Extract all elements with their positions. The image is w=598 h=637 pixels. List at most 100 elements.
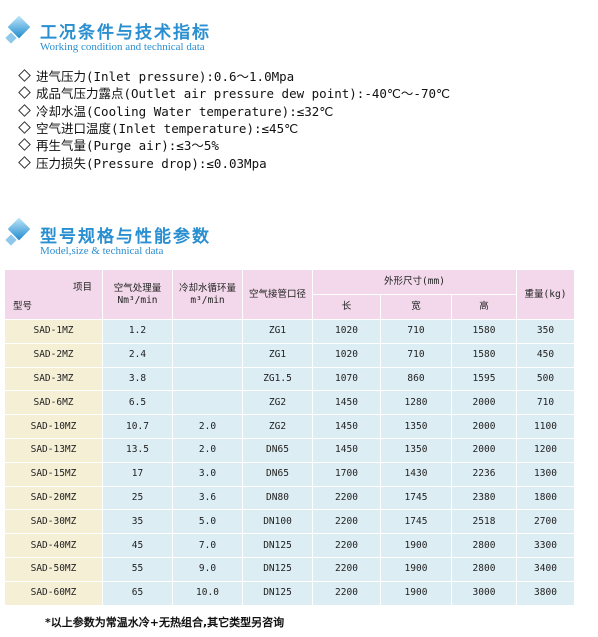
table-cell: 2200 [313, 581, 381, 606]
table-cell: 17 [103, 462, 173, 487]
table-cell: SAD-2MZ [5, 343, 103, 368]
table-cell [173, 343, 243, 368]
table-cell: 2000 [452, 415, 517, 439]
table-cell: 55 [103, 558, 173, 582]
cell-text: 1350 [404, 444, 428, 456]
cell-text: 2200 [335, 515, 358, 527]
table-cell [173, 391, 243, 416]
section-title: 型号规格与性能参数 [40, 227, 211, 247]
table-cell: ZG1 [243, 320, 313, 344]
header-text: 空气接管口径 [248, 288, 306, 300]
cell-text: SAD-20MZ [30, 491, 77, 503]
header-text: 宽 [411, 301, 421, 312]
cell-text: 25 [131, 491, 144, 503]
table-cell: 1580 [452, 343, 517, 368]
cell-text: 5.0 [198, 515, 217, 527]
table-cell: SAD-10MZ [5, 415, 103, 439]
cell-text: 2200 [335, 491, 358, 503]
item-text: 冷却水温(Cooling Water temperature):≤32℃ [36, 103, 334, 119]
header-cell: 长 [313, 295, 381, 320]
header-cell: 空气接管口径 [243, 270, 313, 320]
header-text: 型号 [13, 301, 33, 312]
cell-text: ZG1.5 [263, 372, 292, 384]
cell-text: 3000 [472, 587, 496, 599]
cell-text: DN80 [266, 491, 289, 503]
table-cell: 860 [381, 367, 452, 392]
cell-text: 17 [131, 468, 144, 480]
table-cell: 2200 [313, 534, 381, 558]
table-cell: 3800 [517, 581, 575, 606]
table-cell: SAD-20MZ [5, 486, 103, 511]
cell-text: 10.7 [126, 420, 149, 432]
cell-text: 1200 [534, 444, 557, 456]
cell-text: SAD-50MZ [30, 563, 77, 575]
table-cell: 3300 [517, 534, 575, 558]
cell-text: 2.0 [198, 444, 217, 456]
table-cell: 1280 [381, 391, 452, 416]
section-subtitle: Model,size & technical data [40, 245, 164, 257]
table-cell: 1100 [517, 415, 575, 439]
cell-text: 1595 [472, 372, 496, 384]
table-cell: ZG2 [243, 391, 313, 416]
cell-text: 6.5 [128, 396, 147, 408]
header-text: 项目 [72, 282, 92, 293]
cell-text: ZG2 [268, 420, 287, 432]
cell-text: 55 [131, 563, 144, 575]
cell-text: SAD-6MZ [33, 396, 74, 408]
table-cell: 5.0 [173, 510, 243, 535]
header-cell: 项目型号 [5, 270, 103, 320]
cell-text: 2800 [472, 563, 496, 575]
cell-text: 3.0 [198, 468, 217, 480]
cell-text: 1070 [335, 372, 358, 384]
table-cell: 2518 [452, 510, 517, 535]
bullet [18, 103, 31, 117]
table-cell: 1450 [313, 439, 381, 463]
table-cell: SAD-15MZ [5, 462, 103, 487]
header-text: 冷却水循环量 [178, 282, 236, 294]
table-cell [173, 367, 243, 392]
cell-text: 1450 [335, 444, 358, 456]
table-cell: 3400 [517, 558, 575, 582]
cell-text: 2000 [472, 444, 496, 456]
cell-text: 710 [407, 325, 425, 337]
cell-text: 3300 [534, 539, 557, 551]
table-cell: 710 [517, 391, 575, 416]
table-cell: 1900 [381, 581, 452, 606]
table-cell: 2800 [452, 558, 517, 582]
cell-text: SAD-13MZ [30, 444, 77, 456]
table-cell: 2200 [313, 486, 381, 511]
cell-text: 2200 [335, 587, 358, 599]
table-cell: DN125 [243, 558, 313, 582]
table-cell: SAD-1MZ [5, 320, 103, 344]
cell-text: 350 [536, 325, 555, 337]
table-cell: 1350 [381, 415, 452, 439]
list-item: 空气进口温度(Inlet temperature):≤45℃ [18, 118, 298, 137]
cell-text: 1700 [335, 468, 358, 480]
table-cell: DN65 [243, 462, 313, 487]
cell-text: 35 [131, 515, 144, 527]
table-cell: SAD-6MZ [5, 391, 103, 416]
bullet [18, 69, 31, 82]
header-cell: 冷却水循环量 m³/min [173, 270, 243, 320]
cell-text: 2.4 [128, 349, 147, 361]
header-text: 长 [341, 301, 352, 312]
cell-text: 450 [536, 349, 555, 361]
cell-text: 2200 [335, 539, 358, 551]
header-text: 高 [479, 301, 489, 312]
table-cell: 3.0 [173, 462, 243, 487]
cell-text: 2380 [472, 491, 496, 503]
table-cell: 3000 [452, 581, 517, 606]
table-cell: 450 [517, 343, 575, 368]
table-cell: 1900 [381, 558, 452, 582]
table-cell: 1580 [452, 320, 517, 344]
cell-text: 13.5 [126, 444, 149, 456]
table-cell: 1745 [381, 510, 452, 535]
table-cell: 45 [103, 534, 173, 558]
table-cell: SAD-3MZ [5, 367, 103, 392]
cell-text: SAD-60MZ [30, 587, 77, 599]
table-cell: 2800 [452, 534, 517, 558]
item-text: 压力损失(Pressure drop):≤0.03Mpa [36, 155, 267, 171]
table-cell: 2.4 [103, 343, 173, 368]
list-item: 再生气量(Purge air):≤3～5% [18, 135, 219, 154]
header-cell: 宽 [381, 295, 452, 320]
